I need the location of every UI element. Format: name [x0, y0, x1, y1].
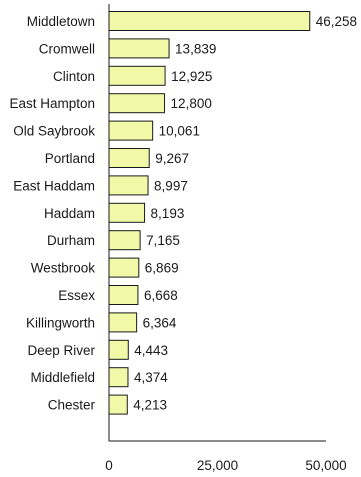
value-label: 12,800: [171, 96, 212, 111]
bar-durham: [108, 230, 141, 251]
value-label: 6,668: [144, 288, 178, 303]
value-label: 4,374: [134, 370, 168, 385]
category-label: Middletown: [27, 14, 95, 29]
x-axis-ticks: 0 25,000 50,000: [105, 458, 346, 473]
value-label: 4,213: [133, 398, 167, 413]
bar-middlefield: [108, 367, 129, 388]
category-label: Durham: [47, 233, 95, 248]
bar-middletown: [108, 11, 311, 31]
bar-east-hampton: [108, 93, 166, 114]
bar-essex: [108, 285, 139, 305]
value-label: 12,925: [171, 69, 212, 84]
bar-deep-river: [108, 339, 129, 360]
category-label: Middlefield: [30, 370, 95, 385]
value-label: 9,267: [155, 151, 189, 166]
category-label: Old Saybrook: [13, 124, 95, 139]
value-label: 10,061: [159, 124, 200, 139]
x-tick-label: 25,000: [197, 458, 238, 473]
category-label: Chester: [48, 398, 96, 413]
bar-westbrook: [108, 257, 140, 278]
axes: [108, 4, 326, 442]
category-label: Portland: [45, 151, 95, 166]
bar-old-saybrook: [108, 120, 154, 141]
category-label: Deep River: [27, 343, 95, 358]
value-label: 4,443: [134, 343, 168, 358]
value-label: 6,364: [143, 315, 177, 330]
value-label: 13,839: [175, 41, 216, 56]
x-tick-label: 50,000: [305, 458, 346, 473]
bar-clinton: [108, 65, 166, 86]
x-tick-label: 0: [105, 458, 113, 473]
value-label: 46,258: [316, 14, 357, 29]
bar-killingworth: [108, 312, 138, 333]
category-label: Killingworth: [26, 315, 95, 330]
bar-haddam: [108, 202, 146, 223]
value-label: 8,193: [151, 206, 185, 221]
category-label: East Haddam: [13, 178, 95, 193]
category-label: Essex: [58, 288, 95, 303]
value-label: 7,165: [146, 233, 180, 248]
value-label: 8,997: [154, 178, 188, 193]
value-labels: 46,258 13,839 12,925 12,800 10,061 9,267 8,997…: [133, 14, 357, 413]
value-label: 6,869: [145, 261, 179, 276]
category-label: Haddam: [44, 206, 95, 221]
category-labels: Middletown Cromwell Clinton East Hampton Old…: [9, 14, 95, 413]
category-label: East Hampton: [9, 96, 95, 111]
category-label: Clinton: [53, 69, 95, 84]
bar-portland: [108, 148, 150, 168]
bar-east-haddam: [108, 175, 149, 196]
category-label: Westbrook: [31, 261, 96, 276]
bar-cromwell: [108, 38, 170, 59]
bar-chester: [108, 394, 128, 415]
category-label: Cromwell: [39, 41, 95, 56]
